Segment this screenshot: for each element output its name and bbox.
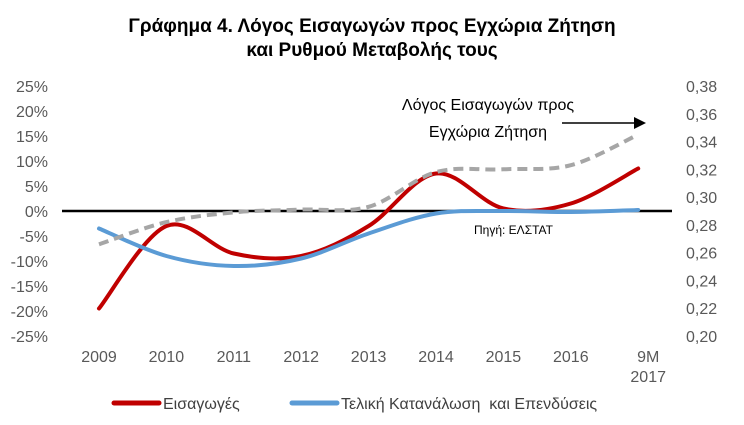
series-layer (97, 132, 641, 311)
x-tick-label: 9M (637, 349, 659, 366)
left-tick-label: 15% (16, 129, 48, 146)
left-axis: 25% 20% 15% 10% 5% 0% -5% -10% -15% -20% -25% (11, 79, 48, 346)
annotation-line1: Λόγος Εισαγωγών προς (402, 97, 574, 114)
x-tick-label: 2011 (217, 349, 252, 366)
x-tick-label: 2013 (351, 349, 387, 366)
annotation-arrow-head (634, 117, 646, 129)
right-tick-label: 0,22 (686, 301, 717, 318)
right-tick-label: 0,24 (686, 273, 717, 290)
left-tick-label: -10% (11, 254, 48, 271)
source-note: Πηγή: ΕΛΣΤΑΤ (474, 223, 554, 237)
right-tick-label: 0,36 (686, 107, 717, 124)
legend-label-consumption: Τελική Κατανάλωση και Επενδύσεις (341, 396, 597, 413)
left-tick-label: -25% (11, 329, 48, 346)
right-tick-label: 0,28 (686, 218, 717, 235)
right-tick-label: 0,26 (686, 246, 717, 263)
x-tick-label: 2016 (553, 349, 589, 366)
x-tick-label: 2012 (283, 349, 319, 366)
left-tick-label: 0% (25, 204, 48, 221)
left-tick-label: 20% (16, 104, 48, 121)
chart-title-line1: Γράφημα 4. Λόγος Εισαγωγών προς Εγχώρια … (128, 16, 615, 37)
left-tick-label: -5% (20, 229, 48, 246)
chart-title-line2: και Ρυθμού Μεταβολής τους (246, 40, 497, 61)
x-tick-label: 2017 (630, 369, 666, 386)
series-line-consumption (97, 208, 641, 269)
annotation-line2: Εγχώρια Ζήτηση (429, 124, 547, 141)
x-tick-label: 2009 (81, 349, 117, 366)
left-tick-label: -20% (11, 304, 48, 321)
left-tick-label: 25% (16, 79, 48, 96)
left-tick-label: 10% (16, 154, 48, 171)
right-tick-label: 0,34 (686, 135, 717, 152)
legend: Εισαγωγές Τελική Κατανάλωση και Επενδύσε… (111, 396, 597, 413)
right-tick-label: 0,32 (686, 162, 717, 179)
right-tick-label: 0,30 (686, 190, 717, 207)
right-tick-label: 0,38 (686, 79, 717, 96)
right-axis: 0,38 0,36 0,34 0,32 0,30 0,28 0,26 0,24 0,22 0,20 (686, 79, 717, 346)
legend-label-imports: Εισαγωγές (163, 396, 240, 413)
x-tick-label: 2010 (149, 349, 185, 366)
left-tick-label: -15% (11, 279, 48, 296)
x-tick-label: 2014 (418, 349, 454, 366)
right-tick-label: 0,20 (686, 329, 717, 346)
left-tick-label: 5% (25, 179, 48, 196)
series-line-import-ratio (98, 132, 640, 247)
x-tick-label: 2015 (486, 349, 522, 366)
series-line-imports (97, 166, 641, 311)
